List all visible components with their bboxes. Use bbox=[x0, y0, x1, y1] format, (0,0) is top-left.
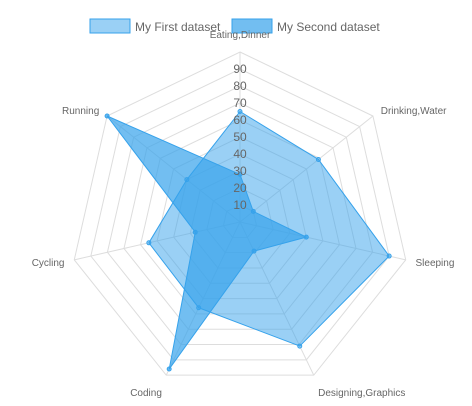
radar-series bbox=[104, 109, 392, 372]
legend-item-series-1[interactable]: My Second dataset bbox=[231, 18, 380, 34]
legend-item-series-0[interactable]: My First dataset bbox=[89, 18, 221, 34]
point-label: Sleeping bbox=[415, 258, 454, 269]
tick-label: 70 bbox=[233, 96, 247, 110]
data-point[interactable] bbox=[237, 109, 243, 114]
data-point[interactable] bbox=[386, 253, 392, 259]
tick-label: 80 bbox=[233, 79, 247, 93]
legend-swatch-series-1 bbox=[231, 18, 273, 34]
series-area-1 bbox=[106, 115, 307, 370]
data-point[interactable] bbox=[250, 208, 256, 214]
data-point[interactable] bbox=[315, 156, 321, 162]
point-label: Designing,Graphics bbox=[318, 388, 405, 399]
legend-label-series-1: My Second dataset bbox=[277, 20, 380, 34]
data-point[interactable] bbox=[237, 171, 243, 177]
grid-ring bbox=[90, 68, 390, 361]
data-point[interactable] bbox=[303, 234, 309, 240]
point-labels: Eating,Dinner Drinking,Water Sleeping Desig… bbox=[32, 30, 455, 399]
legend-label-series-0: My First dataset bbox=[135, 20, 221, 34]
tick-label: 50 bbox=[233, 130, 247, 144]
point-label: Coding bbox=[130, 388, 162, 399]
tick-label: 90 bbox=[233, 62, 247, 76]
data-point[interactable] bbox=[146, 240, 152, 246]
grid-ring bbox=[106, 85, 374, 346]
grid-ring bbox=[73, 51, 407, 376]
tick-label: 30 bbox=[233, 164, 247, 178]
data-point[interactable] bbox=[297, 343, 303, 349]
data-point[interactable] bbox=[104, 113, 110, 119]
tick-label: 40 bbox=[233, 147, 247, 161]
tick-label: 10 bbox=[233, 198, 247, 212]
grid-ring bbox=[123, 102, 357, 330]
series-1 bbox=[104, 113, 309, 372]
data-point[interactable] bbox=[251, 248, 257, 254]
radial-ticks: 10 20 30 40 50 60 70 80 90 bbox=[233, 62, 247, 212]
legend: My First dataset My Second dataset bbox=[89, 18, 380, 34]
point-label: Eating,Dinner bbox=[210, 30, 271, 41]
tick-label: 60 bbox=[233, 113, 247, 127]
data-point[interactable] bbox=[166, 366, 172, 372]
point-label: Cycling bbox=[32, 258, 65, 269]
point-label: Drinking,Water bbox=[381, 106, 447, 117]
tick-label: 20 bbox=[233, 181, 247, 195]
point-label: Running bbox=[62, 106, 99, 117]
data-point[interactable] bbox=[192, 229, 198, 235]
legend-swatch-series-0 bbox=[89, 18, 131, 34]
